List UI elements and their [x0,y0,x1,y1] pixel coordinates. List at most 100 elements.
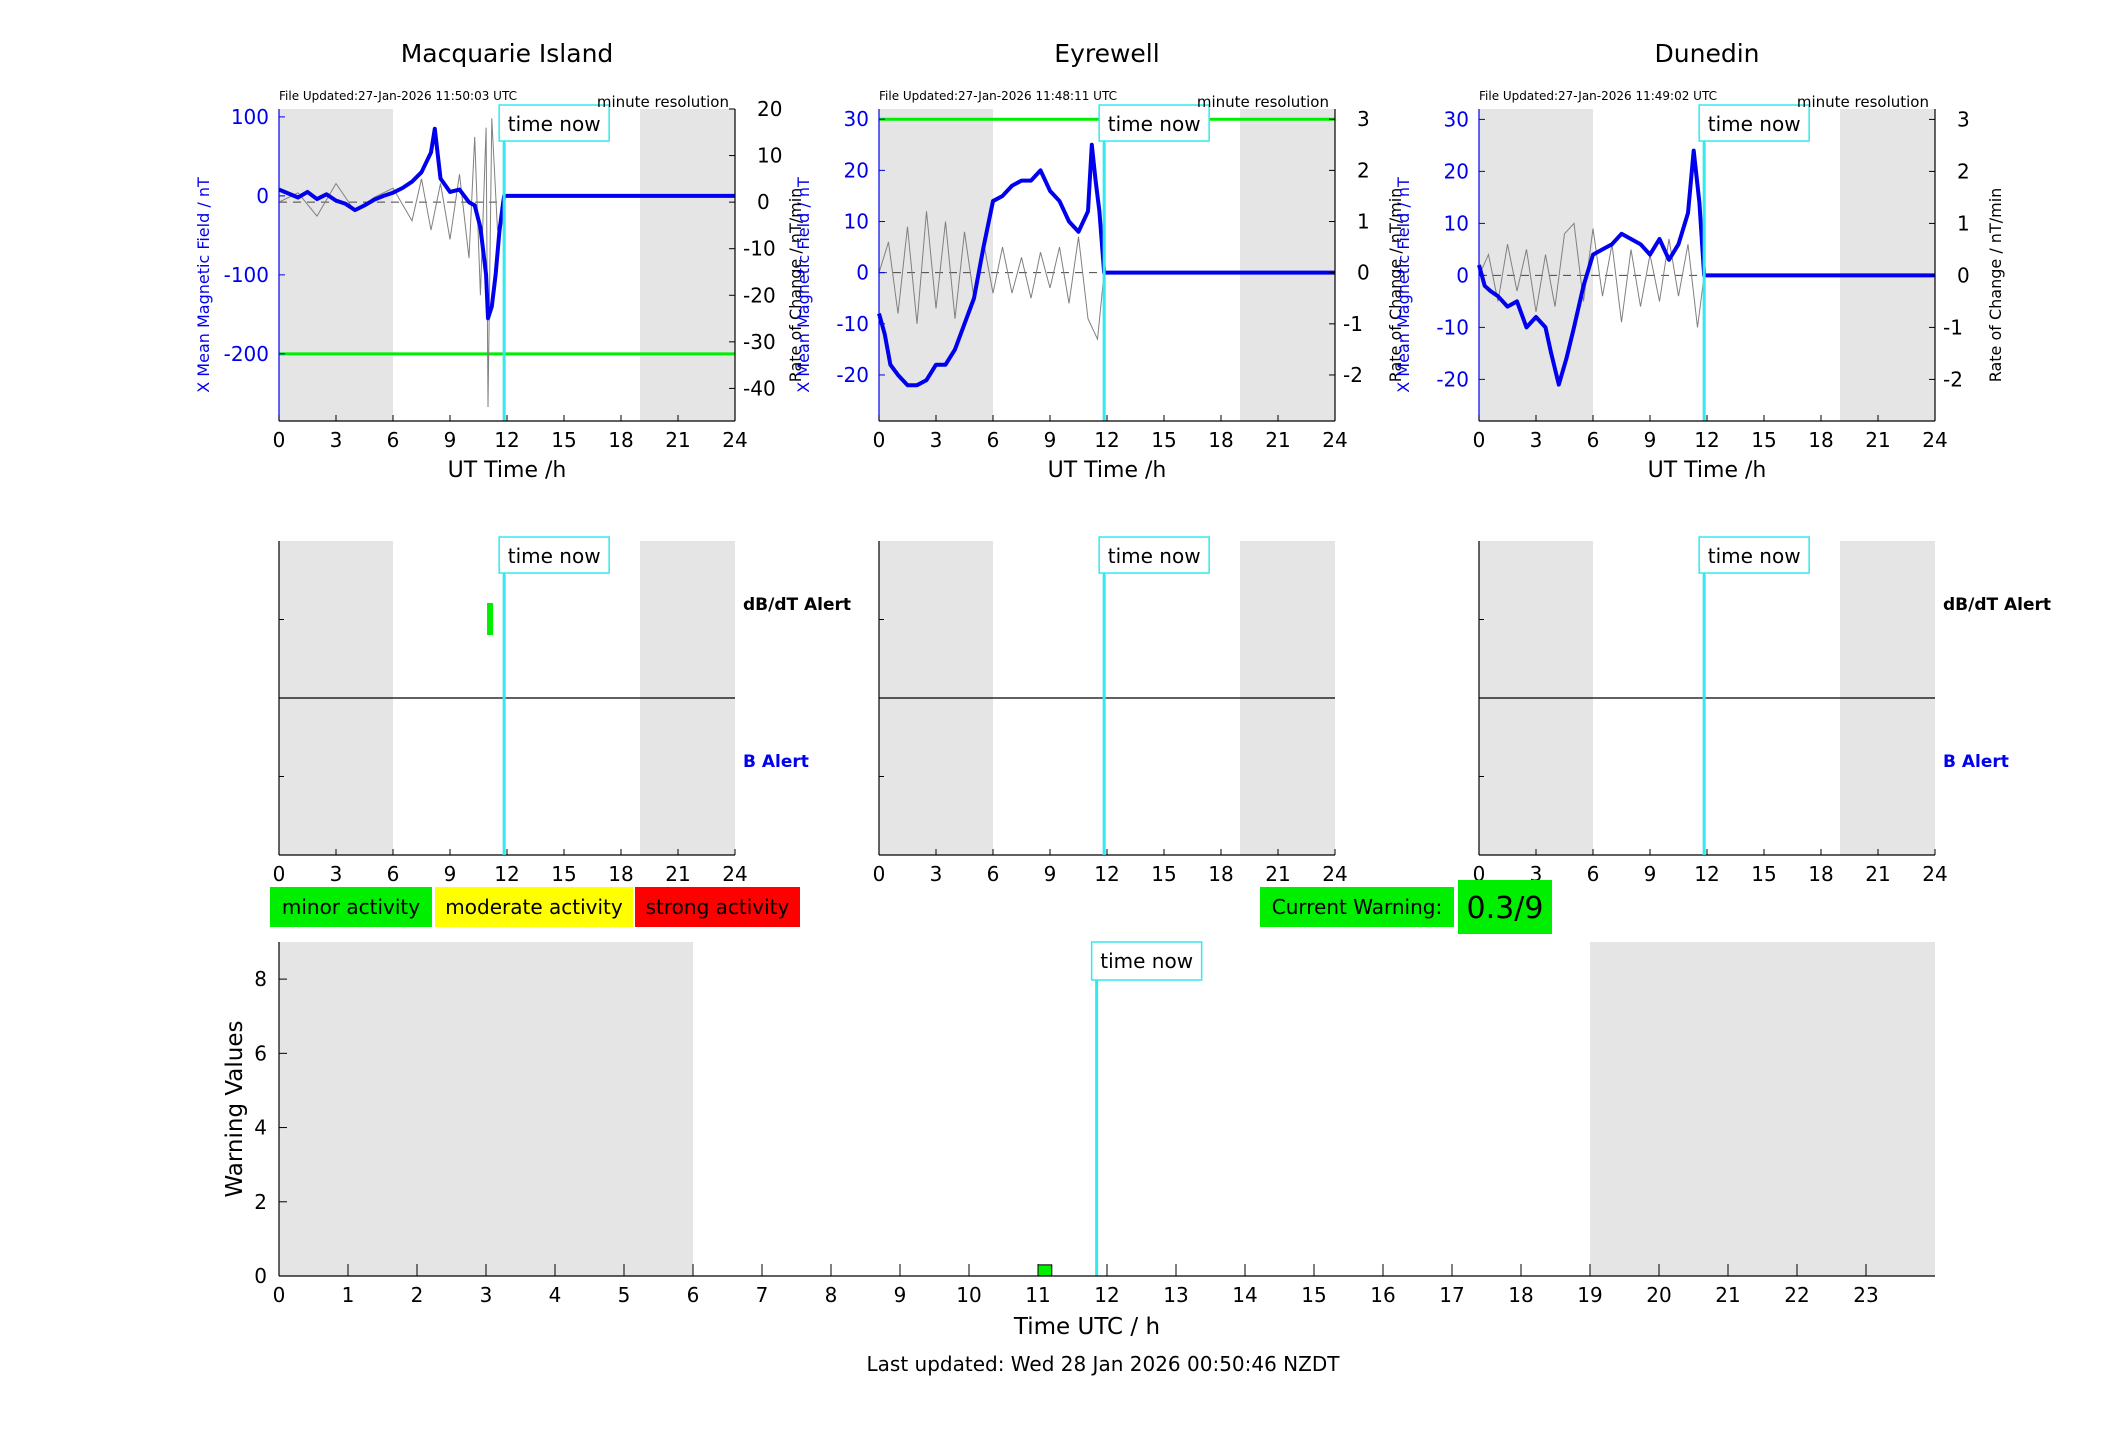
x-axis-label: UT Time /h [1648,458,1767,483]
warning-time-now-label: time now [1100,949,1193,973]
alert-time-now-label: time now [1108,544,1201,568]
x-tick-label: 3 [330,428,343,452]
x-tick-label: 12 [494,428,519,452]
file-updated-text: File Updated:27-Jan-2026 11:48:11 UTC [879,89,1117,103]
alert-x-tick-label: 9 [1644,862,1657,886]
alert-x-tick-label: 18 [1208,862,1233,886]
y-tick-label: -100 [224,263,269,287]
x-tick-label: 0 [1473,428,1486,452]
x-tick-label: 0 [873,428,886,452]
station-title: Macquarie Island [401,39,614,68]
legend-minor-label: minor activity [282,895,420,919]
y-right-tick-label: 0 [1357,261,1370,285]
y-axis-label-right: Rate of Change / nT/min [1986,188,2005,383]
y-axis-label-left: X Mean Magnetic Field / nT [194,177,213,393]
legend-strong-box [635,887,800,927]
b-alert-label: B Alert [743,752,809,772]
y-tick-label: 30 [844,107,869,131]
x-tick-label: 9 [1644,428,1657,452]
rate-of-change-line [1478,222,1705,328]
y-right-tick-label: 1 [1957,211,1970,235]
y-tick-label: -10 [1436,315,1469,339]
warning-x-tick-label: 19 [1577,1283,1602,1307]
current-warning-value-box [1458,880,1552,934]
alert-x-tick-label: 18 [1808,862,1833,886]
warning-y-tick-label: 0 [254,1264,267,1288]
station-title: Dunedin [1655,39,1760,68]
y-tick-label: 0 [856,261,869,285]
y-right-tick-label: -1 [1343,312,1363,336]
resolution-text: minute resolution [1797,93,1929,111]
x-tick-label: 24 [1322,428,1347,452]
y-right-tick-label: -2 [1343,363,1363,387]
warning-night-band [279,942,693,1276]
alert-x-tick-label: 24 [722,862,747,886]
warning-x-tick-label: 16 [1370,1283,1395,1307]
y-right-tick-label: 1 [1357,210,1370,234]
alert-x-tick-label: 9 [444,862,457,886]
warning-y-tick-label: 8 [254,967,267,991]
warning-x-tick-label: 4 [549,1283,562,1307]
x-tick-label: 21 [1265,428,1290,452]
night-band [1479,109,1593,421]
file-updated-text: File Updated:27-Jan-2026 11:50:03 UTC [279,89,517,103]
y-axis-label-right: Rate of Change / nT/min [1386,188,1405,383]
legend-minor-box [270,887,432,927]
y-right-tick-label: 3 [1957,107,1970,131]
alert-x-tick-label: 12 [494,862,519,886]
y-right-tick-label: 2 [1957,159,1970,183]
y-tick-label: -200 [224,342,269,366]
alert-x-tick-label: 0 [273,862,286,886]
warning-x-tick-label: 20 [1646,1283,1671,1307]
warning-x-tick-label: 10 [956,1283,981,1307]
night-band [879,109,993,421]
y-right-tick-label: 3 [1357,107,1370,131]
x-tick-label: 24 [722,428,747,452]
warning-x-tick-label: 15 [1301,1283,1326,1307]
y-tick-label: -10 [836,312,869,336]
warning-bar [1037,1264,1053,1277]
alert-x-tick-label: 21 [1865,862,1890,886]
legend-moderate-box [435,887,633,927]
x-tick-label: 9 [444,428,457,452]
warning-time-now-box [1090,941,1203,981]
warning-x-tick-label: 8 [825,1283,838,1307]
night-band [640,109,735,421]
alert-time-now-box [1098,536,1210,574]
resolution-text: minute resolution [1197,93,1329,111]
alert-time-now-box [1698,536,1810,574]
y-right-tick-label: 0 [1957,263,1970,287]
alert-x-tick-label: 6 [987,862,1000,886]
warning-x-tick-label: 0 [273,1283,286,1307]
x-tick-label: 3 [1530,428,1543,452]
warning-y-tick-label: 6 [254,1041,267,1065]
warning-y-tick-label: 4 [254,1116,267,1140]
alert-x-tick-label: 12 [1094,862,1119,886]
warning-x-tick-label: 11 [1025,1283,1050,1307]
x-tick-label: 12 [1094,428,1119,452]
warning-y-tick-label: 2 [254,1190,267,1214]
y-right-tick-label: 2 [1357,158,1370,182]
warning-x-tick-label: 14 [1232,1283,1257,1307]
x-tick-label: 18 [608,428,633,452]
file-updated-text: File Updated:27-Jan-2026 11:49:02 UTC [1479,89,1717,103]
y-tick-label: 0 [1456,263,1469,287]
station-title: Eyrewell [1054,39,1159,68]
warning-x-tick-label: 17 [1439,1283,1464,1307]
warning-x-tick-label: 18 [1508,1283,1533,1307]
alert-x-tick-label: 24 [1922,862,1947,886]
resolution-text: minute resolution [597,93,729,111]
warning-x-tick-label: 13 [1163,1283,1188,1307]
x-tick-label: 24 [1922,428,1947,452]
alert-x-tick-label: 15 [1751,862,1776,886]
y-tick-label: 30 [1444,107,1469,131]
alert-x-tick-label: 3 [330,862,343,886]
warning-x-tick-label: 2 [411,1283,424,1307]
alert-time-now-box [498,536,610,574]
x-tick-label: 6 [1587,428,1600,452]
mean-field-line [877,142,1335,388]
time-now-box [1098,104,1210,142]
warning-x-tick-label: 22 [1784,1283,1809,1307]
x-tick-label: 15 [1751,428,1776,452]
alert-x-tick-label: 0 [873,862,886,886]
